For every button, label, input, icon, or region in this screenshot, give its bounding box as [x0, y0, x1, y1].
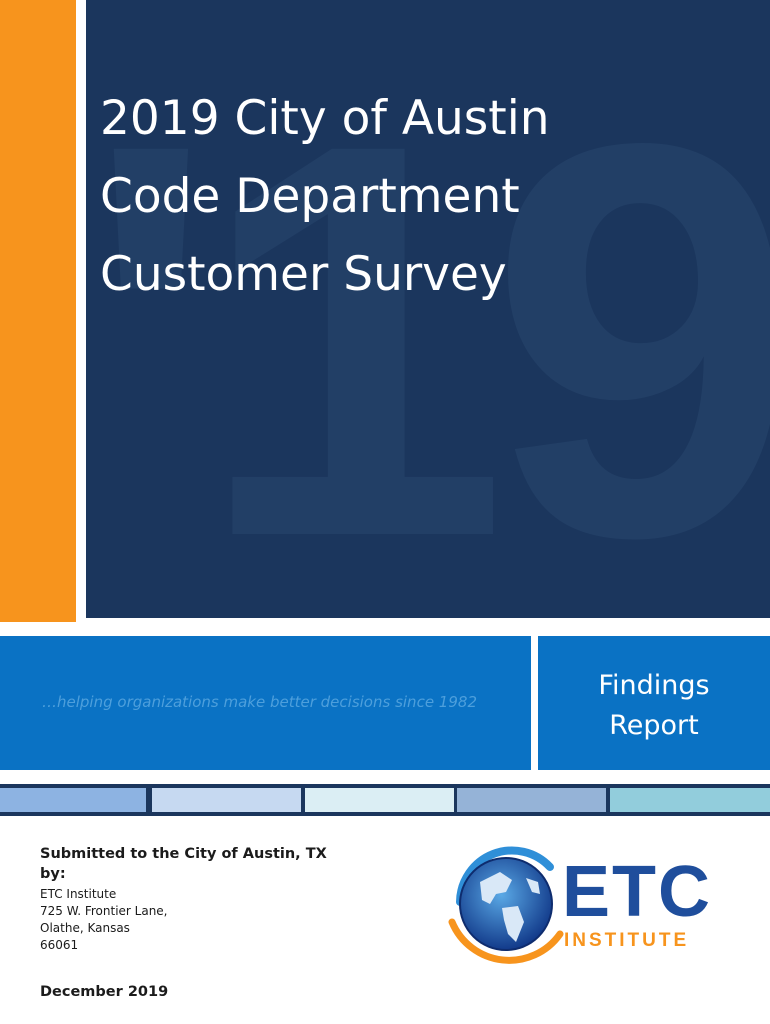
address-block: ETC Institute 725 W. Frontier Lane, Olat… [40, 886, 327, 954]
tagline-band: …helping organizations make better decis… [0, 636, 531, 770]
report-type-label: Findings Report [538, 666, 770, 746]
orange-accent-bar [0, 0, 76, 622]
stripe-segment [305, 788, 454, 812]
globe-icon [448, 846, 564, 964]
stripe-segment [457, 788, 606, 812]
tagline: …helping organizations make better decis… [42, 693, 477, 711]
stripe-segment [0, 788, 146, 812]
report-title: 2019 City of Austin Code Department Cust… [100, 80, 550, 314]
address-line: 725 W. Frontier Lane, [40, 904, 168, 918]
color-stripe [0, 784, 770, 816]
report-type-line-1: Findings [598, 670, 710, 701]
title-line-3: Customer Survey [100, 247, 507, 302]
title-line-1: 2019 City of Austin [100, 91, 550, 146]
stripe-segment [610, 788, 770, 812]
address-line: ETC Institute [40, 887, 117, 901]
address-line: Olathe, Kansas [40, 921, 130, 935]
report-date: December 2019 [40, 984, 169, 1000]
submitted-to-heading: Submitted to the City of Austin, TX [40, 846, 327, 862]
logo-wordmark: ETC [562, 852, 712, 932]
address-line: 66061 [40, 938, 79, 952]
title-line-2: Code Department [100, 169, 520, 224]
report-type-band: Findings Report [538, 636, 770, 770]
year-watermark: '19 [86, 27, 770, 618]
report-type-line-2: Report [609, 710, 699, 741]
cover-hero-panel: '19 2019 City of Austin Code Department … [86, 0, 770, 618]
submission-block: Submitted to the City of Austin, TX by: … [40, 844, 327, 954]
etc-institute-logo: ETC INSTITUTE [440, 842, 730, 972]
stripe-segment [152, 788, 301, 812]
logo-subtitle: INSTITUTE [564, 930, 690, 951]
submitted-by-heading: by: [40, 866, 66, 882]
